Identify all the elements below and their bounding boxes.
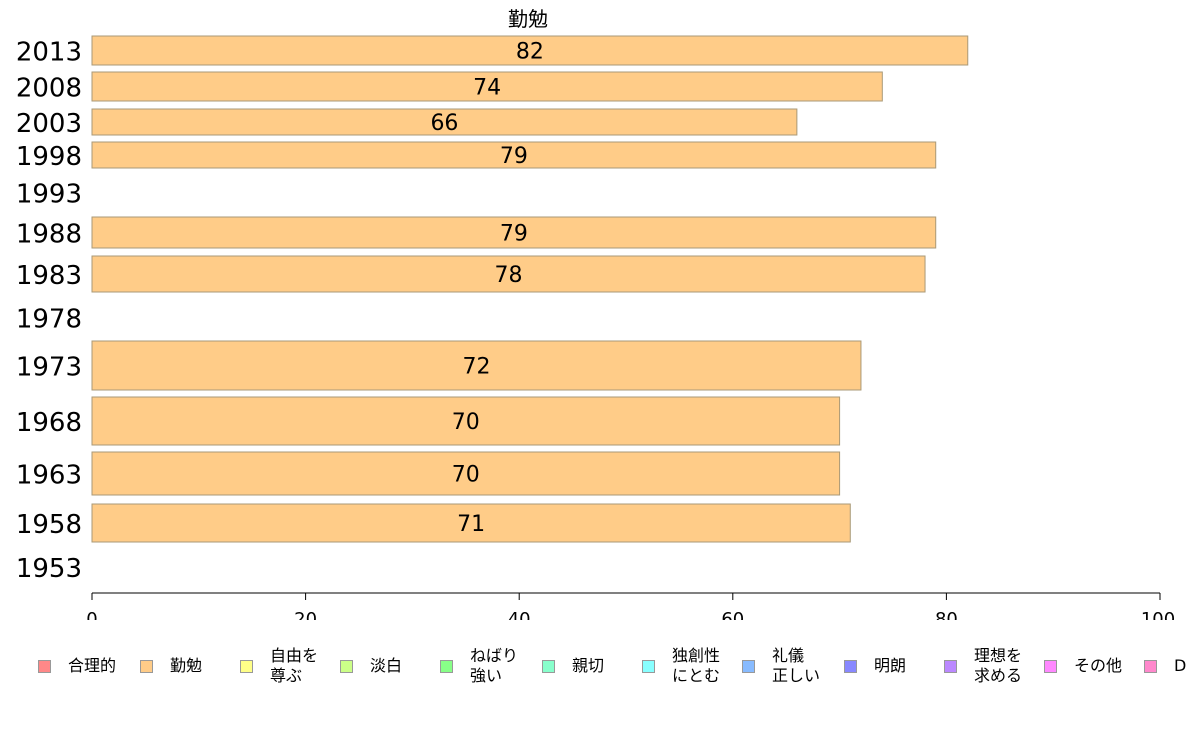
legend-item: 親切 [542,644,604,688]
legend-label: 合理的 [68,656,117,675]
legend-item: 合理的 [38,644,116,688]
x-axis: 0 20 40 60 80 100 [86,592,1175,620]
legend-label: 親切 [572,656,605,675]
bar [91,216,937,249]
bar [91,396,841,446]
legend-label: 礼儀 正しい [772,646,821,685]
bar [91,503,851,543]
y-tick-label: 1953 [16,554,82,584]
legend-label: 理想を 求める [974,646,1023,685]
legend-swatch [38,659,51,673]
bar-value-label: 72 [462,355,490,380]
x-tick-label: 100 [1141,609,1175,620]
bar [91,108,798,136]
x-tick-label: 0 [86,609,97,620]
bar [91,451,841,496]
bar-chart: 勤勉 82 74 66 79 79 78 72 70 70 71 2013 2008 20031998… [16,7,1175,620]
bar [91,35,969,66]
bar-value-label: 79 [500,222,528,247]
x-tick-label: 20 [294,609,317,620]
y-tick-label: 1983 [16,261,82,291]
y-tick-label: 2013 [16,38,82,68]
legend-label: 自由を 尊ぶ [270,646,319,685]
legend-item: 自由を 尊ぶ [240,644,318,688]
legend-swatch [844,659,857,673]
bar-value-label: 78 [495,263,523,288]
y-tick-label: 1973 [16,353,82,383]
legend-item: 理想を 求める [944,644,1022,688]
legend-item: 明朗 [844,644,906,688]
bar [91,255,926,293]
bar-value-label: 71 [457,512,485,537]
y-tick-label: 1963 [16,461,82,491]
legend-item: 礼儀 正しい [742,644,820,688]
legend-item: 独創性 にとむ [642,644,720,688]
legend-swatch [1144,659,1157,673]
legend-label: 明朗 [874,656,907,675]
legend-swatch [240,659,253,673]
y-tick-label: 2003 [16,109,82,139]
bar [91,141,937,169]
y-tick-label: 1968 [16,408,82,438]
bar-value-label: 82 [516,40,544,65]
legend-item: 淡白 [340,644,402,688]
legend-label: その他 [1074,656,1123,675]
x-tick-label: 60 [721,609,744,620]
bar-value-label: 70 [452,410,480,435]
y-tick-label: 1958 [16,510,82,540]
chart-title: 勤勉 [508,7,548,31]
legend-swatch [944,659,957,673]
y-tick-label: 1998 [16,142,82,172]
bar-value-label: 70 [452,463,480,488]
x-tick-label: 40 [508,609,531,620]
legend-swatch [542,659,555,673]
legend-label: 淡白 [370,656,403,675]
legend-item: ねばり 強い [440,644,518,688]
legend-item: その他 [1044,644,1122,688]
legend-label: D [1174,656,1187,675]
legend-label: 独創性 にとむ [672,646,721,685]
x-tick-label: 80 [935,609,958,620]
bar-value-label: 74 [473,76,501,101]
legend-item: 勤勉 [140,644,202,688]
legend: 合理的 勤勉 自由を 尊ぶ 淡白 ねばり 強い 親切 独創性 にとむ 礼儀 正しい 明朗 理想を … [38,644,1188,694]
y-tick-label: 1988 [16,220,82,250]
legend-swatch [340,659,353,673]
legend-swatch [642,659,655,673]
legend-swatch [440,659,453,673]
bar [91,71,883,102]
legend-item: D [1144,644,1186,688]
legend-swatch [742,659,755,673]
bar-value-label: 79 [500,144,528,169]
legend-label: ねばり 強い [470,646,519,685]
legend-swatch [1044,659,1057,673]
bars-group: 82 74 66 79 79 78 72 70 70 71 [91,35,969,543]
y-tick-label: 2008 [16,74,82,104]
bar-value-label: 66 [430,111,458,136]
legend-swatch [140,659,153,673]
legend-label: 勤勉 [170,656,203,675]
bar [91,340,862,391]
y-tick-label: 1993 [16,180,82,210]
y-tick-label: 1978 [16,305,82,335]
